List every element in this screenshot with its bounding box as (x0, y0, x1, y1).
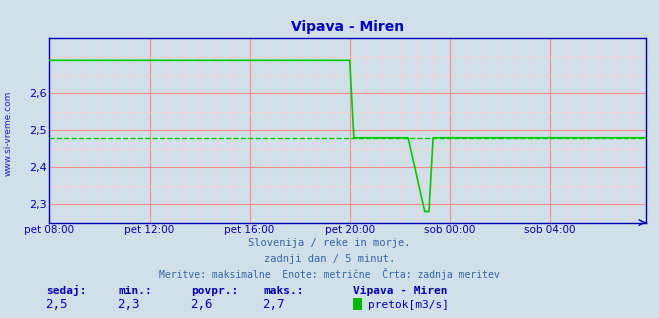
Text: Vipava - Miren: Vipava - Miren (353, 286, 447, 296)
Title: Vipava - Miren: Vipava - Miren (291, 20, 404, 34)
Text: 2,7: 2,7 (262, 299, 285, 311)
Text: min.:: min.: (119, 286, 152, 296)
Text: zadnji dan / 5 minut.: zadnji dan / 5 minut. (264, 254, 395, 264)
Text: Slovenija / reke in morje.: Slovenija / reke in morje. (248, 238, 411, 248)
Text: 2,6: 2,6 (190, 299, 212, 311)
Text: 2,3: 2,3 (117, 299, 140, 311)
Text: www.si-vreme.com: www.si-vreme.com (3, 91, 13, 176)
Text: maks.:: maks.: (264, 286, 304, 296)
Text: Meritve: maksimalne  Enote: metrične  Črta: zadnja meritev: Meritve: maksimalne Enote: metrične Črta… (159, 268, 500, 280)
Text: sedaj:: sedaj: (46, 285, 86, 296)
Text: pretok[m3/s]: pretok[m3/s] (368, 301, 449, 310)
Text: povpr.:: povpr.: (191, 286, 239, 296)
Text: 2,5: 2,5 (45, 299, 67, 311)
